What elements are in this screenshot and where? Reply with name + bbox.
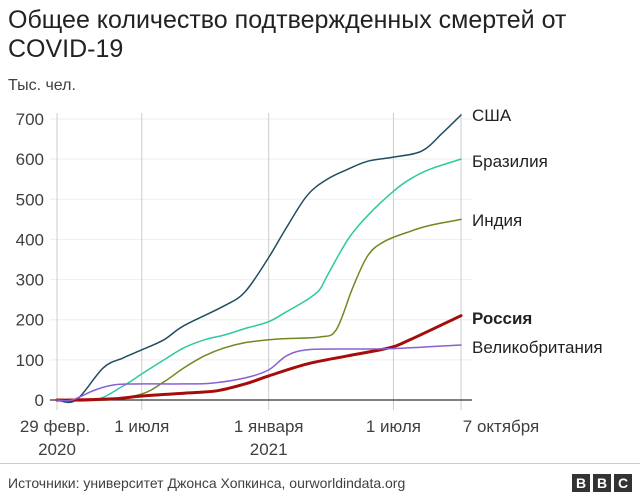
y-tick-label: 300	[16, 271, 44, 290]
line-chart: 0 100 200 300 400 500 600 700 29 февр. 2020 1 июля…	[16, 106, 603, 459]
y-tick-label: 600	[16, 150, 44, 169]
footer: Источники: университет Джонса Хопкинса, …	[0, 463, 640, 499]
series-line-2	[56, 218, 462, 402]
y-tick-label: 700	[16, 110, 44, 129]
series-line-1	[56, 158, 462, 402]
y-tick-label: 0	[35, 391, 44, 410]
source-note: Источники: университет Джонса Хопкинса, …	[8, 475, 406, 491]
x-tick-label: 1 января	[234, 417, 304, 436]
chart-title: Общее количество подтвержденных смертей …	[8, 6, 567, 63]
series-line-3	[55, 314, 463, 402]
series-line-0	[56, 114, 462, 404]
y-axis-unit-label: Тыс. чел.	[8, 77, 76, 94]
y-tick-label: 500	[16, 190, 44, 209]
series-label: Индия	[472, 211, 522, 230]
y-tick-label: 100	[16, 351, 44, 370]
x-tick-sublabel: 2021	[250, 440, 288, 459]
x-tick-label: 29 февр.	[20, 417, 90, 436]
x-tick-label: 7 октября	[463, 417, 539, 436]
series-label: США	[472, 106, 512, 125]
x-tick-label: 1 июля	[366, 417, 421, 436]
series-label: Бразилия	[472, 152, 548, 171]
series-label: Великобритания	[472, 338, 603, 357]
y-tick-label: 400	[16, 230, 44, 249]
y-tick-label: 200	[16, 311, 44, 330]
series-line-4	[56, 344, 462, 402]
series-label: Россия	[472, 309, 532, 328]
x-tick-sublabel: 2020	[38, 440, 76, 459]
x-tick-label: 1 июля	[114, 417, 169, 436]
